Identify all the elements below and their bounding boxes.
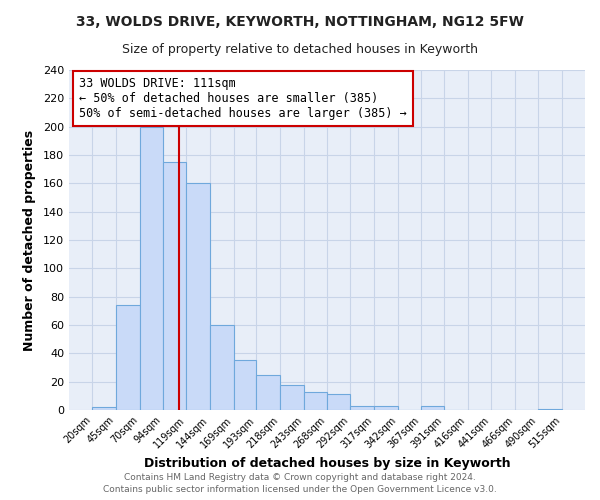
Bar — [233, 360, 256, 410]
Bar — [140, 126, 163, 410]
Bar — [421, 406, 444, 410]
Bar — [256, 374, 280, 410]
Text: Contains HM Land Registry data © Crown copyright and database right 2024.: Contains HM Land Registry data © Crown c… — [124, 472, 476, 482]
Bar — [92, 407, 116, 410]
Bar — [163, 162, 186, 410]
Bar — [280, 384, 304, 410]
Text: 33, WOLDS DRIVE, KEYWORTH, NOTTINGHAM, NG12 5FW: 33, WOLDS DRIVE, KEYWORTH, NOTTINGHAM, N… — [76, 15, 524, 29]
Bar — [186, 184, 210, 410]
Y-axis label: Number of detached properties: Number of detached properties — [23, 130, 36, 350]
Bar — [116, 305, 140, 410]
Text: Size of property relative to detached houses in Keyworth: Size of property relative to detached ho… — [122, 42, 478, 56]
Text: 33 WOLDS DRIVE: 111sqm
← 50% of detached houses are smaller (385)
50% of semi-de: 33 WOLDS DRIVE: 111sqm ← 50% of detached… — [79, 77, 407, 120]
X-axis label: Distribution of detached houses by size in Keyworth: Distribution of detached houses by size … — [143, 456, 511, 469]
Bar — [350, 406, 374, 410]
Bar — [304, 392, 328, 410]
Bar — [328, 394, 350, 410]
Bar — [374, 406, 398, 410]
Text: Contains public sector information licensed under the Open Government Licence v3: Contains public sector information licen… — [103, 485, 497, 494]
Bar — [210, 325, 233, 410]
Bar — [538, 408, 562, 410]
